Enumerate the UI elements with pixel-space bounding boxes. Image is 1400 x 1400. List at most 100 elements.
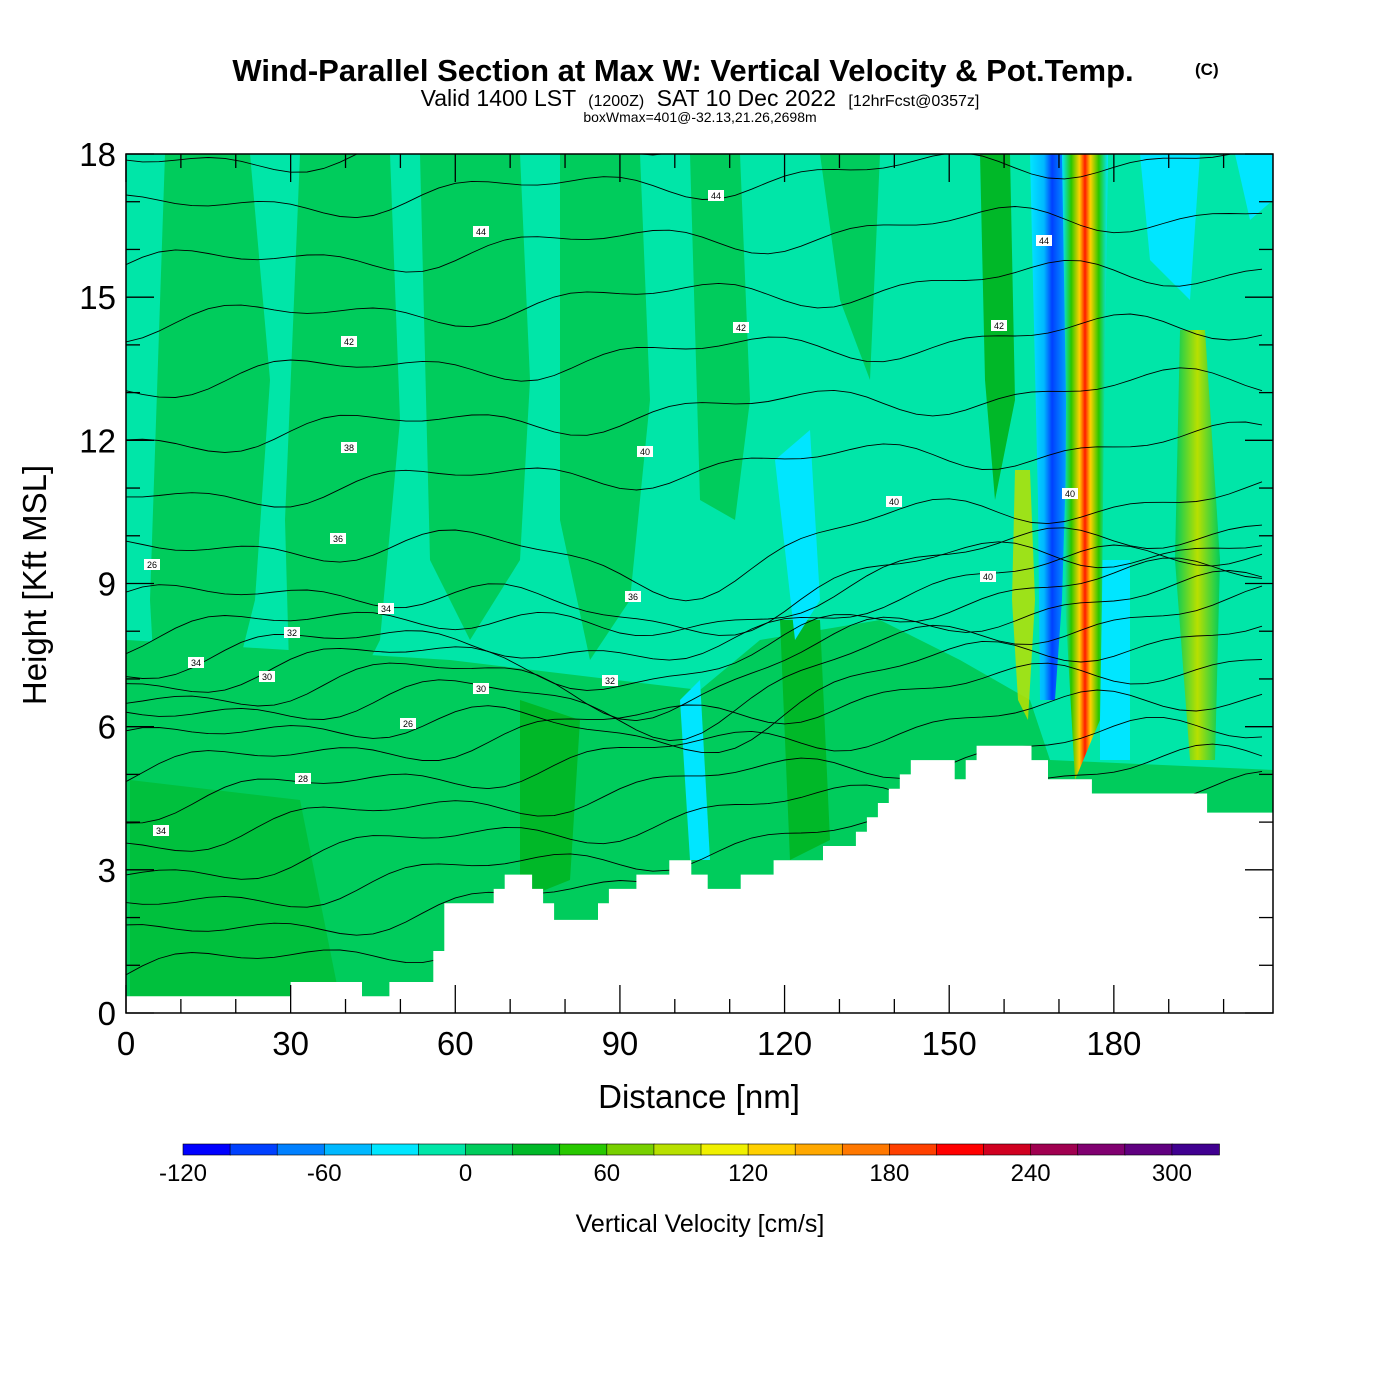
y-tick-label: 15	[79, 279, 116, 316]
isentrope-label-bg	[144, 559, 160, 570]
x-tick-label: 180	[1086, 1025, 1141, 1062]
colorbar-swatch	[182, 1143, 231, 1156]
isentrope-line	[126, 154, 1232, 219]
subtitle-zulu: (1200Z)	[588, 93, 644, 110]
isentrope-label: 36	[333, 534, 343, 544]
isentrope-label-bg	[284, 627, 300, 638]
isentrope-label: 44	[711, 191, 721, 201]
isentrope-label: 34	[191, 658, 201, 668]
isentrope-label-bg	[259, 671, 275, 682]
y-tick-label: 3	[98, 852, 116, 889]
colorbar-tick-label: -120	[159, 1160, 207, 1187]
colorbar-tick-label: 180	[869, 1160, 909, 1187]
chart-subtitle-box: boxWmax=401@-32.13,21.26,2698m	[583, 109, 816, 125]
isentrope-label: 30	[476, 684, 486, 694]
y-tick-label: 6	[98, 709, 116, 746]
isentrope-line	[126, 557, 1263, 693]
colorbar-swatch	[1030, 1143, 1079, 1156]
x-tick-label: 0	[117, 1025, 135, 1062]
lower-updraft-core-1	[130, 780, 340, 1000]
chart-title-mark: (C)	[1195, 60, 1219, 79]
isentrope-label: 30	[262, 672, 272, 682]
isentrope-label-bg	[330, 533, 346, 544]
isentrope-line	[126, 544, 1263, 679]
isentrope-label-bg	[341, 336, 357, 347]
x-tick-label: 60	[437, 1025, 474, 1062]
isentrope-line	[126, 367, 1263, 453]
isentrope-label: 38	[344, 443, 354, 453]
updraft-band-5	[690, 154, 750, 520]
colorbar-swatch	[983, 1143, 1032, 1156]
subtitle-date: SAT 10 Dec 2022	[657, 85, 836, 111]
colorbar-tick-label: -60	[307, 1160, 342, 1187]
axis-ticks	[125, 153, 1273, 1014]
isentrope-label-bg	[886, 496, 902, 507]
colorbar-tick-label: 300	[1152, 1160, 1192, 1187]
downdraft-patch-2	[680, 680, 710, 860]
main-updraft	[1062, 154, 1108, 780]
colorbar-swatch	[794, 1143, 844, 1156]
y-tick-label: 9	[98, 566, 116, 603]
colorbar-swatch	[418, 1143, 467, 1156]
isentrope-label: 42	[344, 337, 354, 347]
isentrope-label-bg	[708, 190, 724, 201]
isentrope-label-bg	[473, 226, 489, 237]
y-tick-label: 0	[98, 995, 116, 1032]
y-axis-label: Height [Kft MSL]	[16, 465, 53, 705]
colorbar-swatch	[936, 1143, 985, 1156]
plot-area	[126, 154, 1273, 1013]
updraft-band-4	[560, 154, 650, 660]
colorbar-swatch	[889, 1143, 938, 1156]
isentrope-line	[126, 570, 1263, 722]
isentrope-line	[126, 743, 1263, 880]
isentrope-label-bg	[473, 683, 489, 694]
colorbar-tick-label: 240	[1011, 1160, 1051, 1187]
colorbar-tick-labels: -120 -60 0 60 120 180 240 300	[159, 1160, 1192, 1187]
isentrope-label: 44	[1039, 236, 1049, 246]
colorbar-swatch	[371, 1143, 420, 1156]
subtitle-fcst: [12hrFcst@0357z]	[848, 93, 979, 110]
isentrope-line	[126, 524, 1263, 655]
x-tick-label: 90	[602, 1025, 639, 1062]
colorbar-tick-label: 120	[728, 1160, 768, 1187]
isentrope-line	[126, 659, 1263, 782]
downdraft-patch-4	[1235, 154, 1273, 220]
downdraft-patch-5	[1100, 560, 1130, 760]
isentrope-line	[126, 259, 1263, 343]
chart-title: Wind-Parallel Section at Max W: Vertical…	[232, 53, 1133, 88]
isentrope-label-bg	[637, 446, 653, 457]
isentrope-line	[126, 421, 1263, 508]
x-tick-label: 30	[272, 1025, 309, 1062]
isentrope-label-bg	[341, 442, 357, 453]
colorbar-swatch	[700, 1143, 749, 1156]
isentrope-label-bg	[625, 591, 641, 602]
isentrope-label: 34	[381, 604, 391, 614]
isentrope-line	[126, 541, 1263, 636]
colorbar-swatch	[1124, 1143, 1173, 1156]
isentrope-line	[126, 585, 1263, 742]
isentrope-line	[126, 481, 1263, 602]
isentrope-line	[126, 206, 1263, 273]
isentrope-labels: 26 34 32 30 34 26 28 30 32 34 36 36 38 40 40 40 40 42 42 42…	[144, 190, 1078, 836]
updraft-band-6	[820, 154, 880, 380]
terrain	[126, 745, 1273, 1013]
isentrope-label-bg	[295, 773, 311, 784]
isentrope-label: 26	[403, 719, 413, 729]
colorbar-tick-label: 60	[593, 1160, 620, 1187]
isentrope-line	[126, 313, 1263, 398]
isentrope-label: 32	[287, 628, 297, 638]
yellow-green-band	[1175, 330, 1220, 760]
updraft-band-1	[150, 154, 270, 780]
colorbar-tick-label: 0	[459, 1160, 472, 1187]
lower-updraft-core-2	[520, 700, 580, 900]
isentrope-label: 26	[147, 560, 157, 570]
downdraft-patch-3	[1140, 154, 1200, 300]
isentrope-line	[126, 154, 666, 173]
colorbar-swatch	[465, 1143, 514, 1156]
isentrope-label-bg	[1062, 488, 1078, 499]
colorbar-swatch	[276, 1143, 326, 1156]
colorbar	[182, 1143, 1220, 1156]
isentrope-label: 34	[156, 826, 166, 836]
